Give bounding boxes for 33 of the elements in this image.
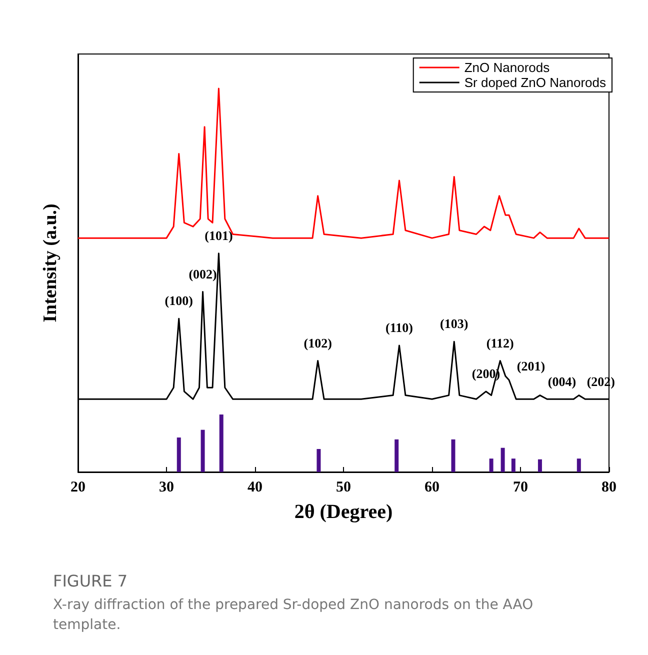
bar xyxy=(219,414,224,472)
text: X-ray diffraction of the prepared Sr-doped ZnO nanorods on the AAO template. xyxy=(53,597,538,633)
annotation: (102) xyxy=(304,335,332,350)
bar xyxy=(500,448,505,472)
annotation: (103) xyxy=(440,316,468,332)
annotation: (101) xyxy=(204,228,233,243)
x-tick-label: 30 xyxy=(159,480,174,496)
text: FIGURE 7 xyxy=(53,572,128,590)
annotation: (201) xyxy=(516,358,546,374)
x-tick-label: 60 xyxy=(424,480,440,496)
bar xyxy=(489,458,494,472)
annotation: (004) xyxy=(548,374,576,389)
bar xyxy=(451,439,456,472)
x-tick-label: 20 xyxy=(70,480,86,496)
annotation: (110) xyxy=(386,320,413,335)
bar xyxy=(511,458,516,472)
bar xyxy=(576,458,581,472)
bar xyxy=(316,448,321,472)
bar xyxy=(176,437,181,472)
legend-label: Sr doped ZnO Nanorods xyxy=(464,75,606,90)
bar xyxy=(538,459,542,472)
x-tick-label: 40 xyxy=(248,480,262,496)
x-tick-label: 80 xyxy=(602,480,616,496)
annotation: (112) xyxy=(486,335,514,350)
x-tick-label: 50 xyxy=(336,480,351,496)
x-axis-title: 2θ (Degree) xyxy=(294,501,393,523)
annotation: (100) xyxy=(164,293,193,308)
annotation: (002) xyxy=(188,266,217,282)
legend-label: ZnO Nanorods xyxy=(464,60,550,75)
y-axis-title: Intensity (a.u.) xyxy=(40,204,61,322)
bar xyxy=(200,430,205,472)
bar xyxy=(394,439,399,472)
x-tick-label: 70 xyxy=(513,480,528,496)
